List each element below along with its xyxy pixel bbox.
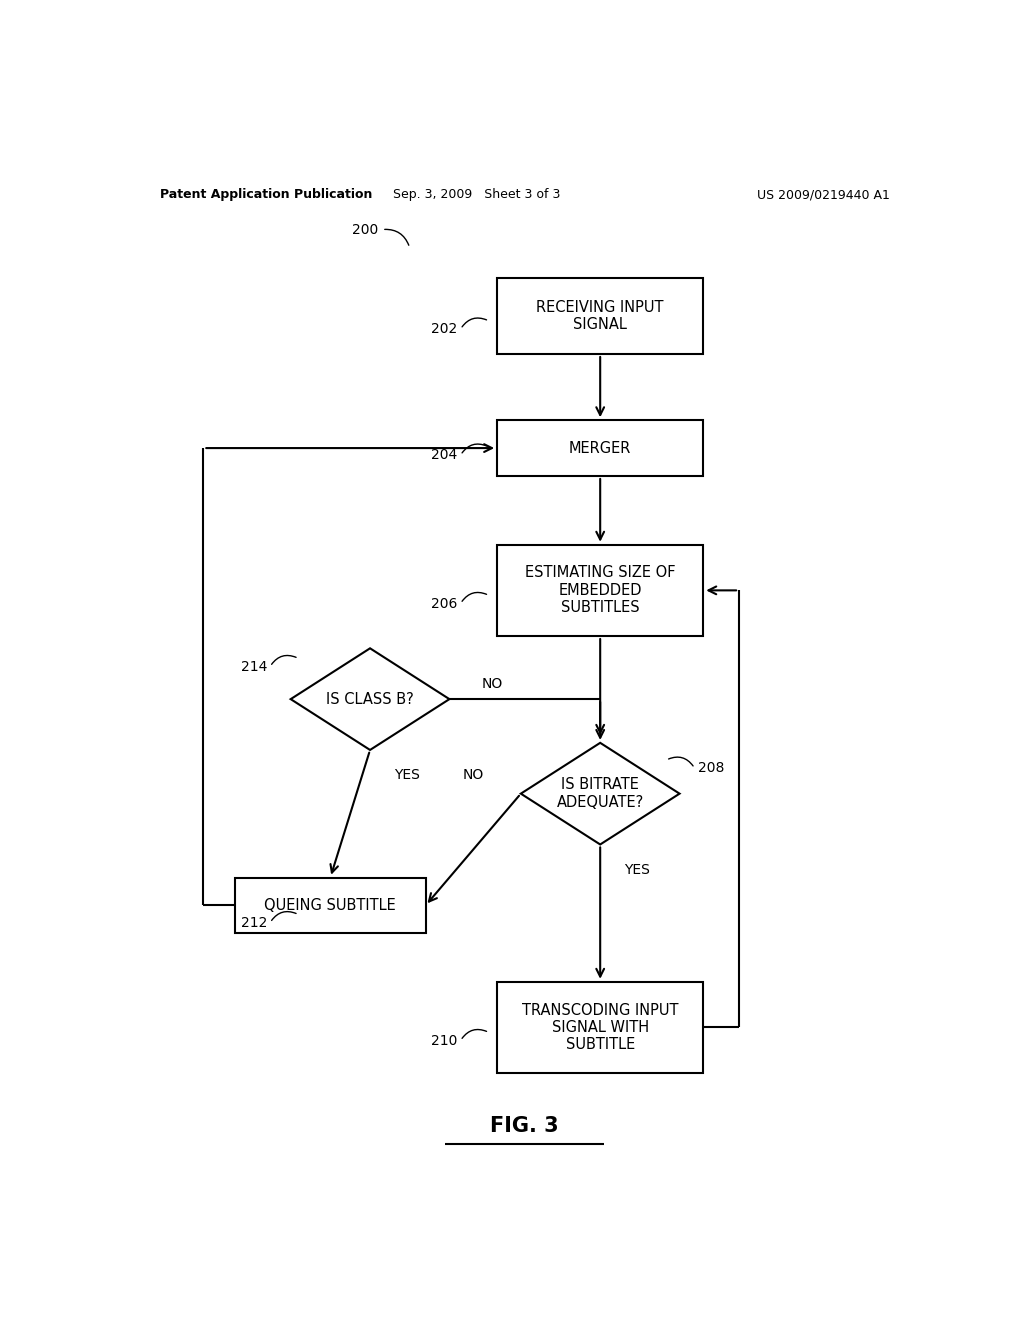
- Text: ESTIMATING SIZE OF
EMBEDDED
SUBTITLES: ESTIMATING SIZE OF EMBEDDED SUBTITLES: [525, 565, 676, 615]
- Text: RECEIVING INPUT
SIGNAL: RECEIVING INPUT SIGNAL: [537, 300, 664, 333]
- Text: 204: 204: [431, 449, 458, 462]
- Polygon shape: [521, 743, 680, 845]
- Text: NO: NO: [463, 768, 484, 783]
- Text: 212: 212: [241, 916, 267, 929]
- Text: FIG. 3: FIG. 3: [490, 1115, 559, 1137]
- Text: Sep. 3, 2009   Sheet 3 of 3: Sep. 3, 2009 Sheet 3 of 3: [393, 189, 561, 202]
- FancyBboxPatch shape: [497, 982, 703, 1073]
- FancyBboxPatch shape: [497, 545, 703, 636]
- FancyBboxPatch shape: [497, 420, 703, 477]
- Text: 200: 200: [351, 223, 378, 236]
- Text: YES: YES: [394, 768, 420, 783]
- Text: 206: 206: [431, 597, 458, 611]
- Text: MERGER: MERGER: [569, 441, 632, 455]
- Text: IS BITRATE
ADEQUATE?: IS BITRATE ADEQUATE?: [557, 777, 644, 810]
- FancyBboxPatch shape: [497, 277, 703, 354]
- FancyBboxPatch shape: [236, 878, 426, 933]
- Text: US 2009/0219440 A1: US 2009/0219440 A1: [757, 189, 890, 202]
- Text: QUEING SUBTITLE: QUEING SUBTITLE: [264, 898, 396, 913]
- Text: 202: 202: [431, 322, 458, 337]
- Text: 208: 208: [697, 762, 724, 775]
- Text: YES: YES: [624, 863, 650, 876]
- Polygon shape: [291, 648, 450, 750]
- Text: 210: 210: [431, 1034, 458, 1048]
- Text: IS CLASS B?: IS CLASS B?: [327, 692, 414, 706]
- Text: TRANSCODING INPUT
SIGNAL WITH
SUBTITLE: TRANSCODING INPUT SIGNAL WITH SUBTITLE: [522, 1002, 679, 1052]
- Text: Patent Application Publication: Patent Application Publication: [160, 189, 372, 202]
- Text: 214: 214: [241, 660, 267, 673]
- Text: NO: NO: [481, 677, 503, 690]
